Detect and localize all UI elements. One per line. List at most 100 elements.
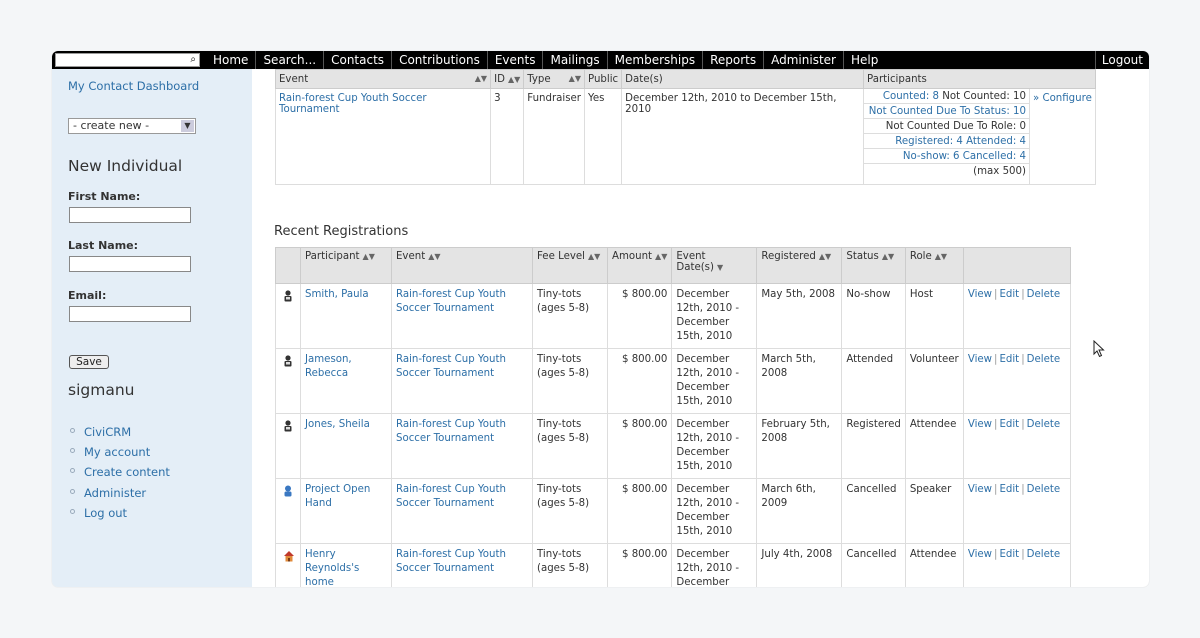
menu-home[interactable]: Home: [213, 53, 249, 67]
sort-icon: ▲▼: [818, 252, 832, 261]
fee-level-cell: Tiny-tots (ages 5-8): [532, 283, 608, 349]
event-dates-cell: December 12th, 2010 - December 15th, 201…: [671, 413, 758, 479]
email-field[interactable]: [69, 306, 191, 322]
menu-memberships[interactable]: Memberships: [606, 51, 702, 69]
menu-mailings[interactable]: Mailings: [542, 51, 606, 69]
registered-cell: March 5th, 2008: [756, 348, 843, 414]
individual-icon[interactable]: [283, 355, 293, 367]
user-link-label: Administer: [84, 485, 147, 500]
sort-icon: ▲▼: [934, 252, 948, 261]
menu-administer[interactable]: Administer: [763, 51, 843, 69]
user-link-my-account[interactable]: My account: [70, 445, 170, 465]
household-icon[interactable]: [283, 550, 294, 562]
col-id[interactable]: ID ▲▼: [490, 69, 525, 89]
delete-link[interactable]: Delete: [1026, 549, 1061, 560]
counted-link[interactable]: Counted: 8: [882, 91, 940, 102]
participant-link[interactable]: Project Open Hand: [305, 484, 371, 509]
user-link-label: Create content: [84, 465, 170, 480]
separator: |: [1021, 549, 1025, 560]
menu-events[interactable]: Events: [486, 51, 543, 69]
col-status[interactable]: Status ▲▼: [841, 247, 906, 284]
event-link[interactable]: Rain-forest Cup Youth Soccer Tournament: [396, 354, 506, 379]
edit-link[interactable]: Edit: [999, 289, 1020, 300]
event-link[interactable]: Rain-forest Cup Youth Soccer Tournament: [396, 484, 506, 509]
menu-help[interactable]: Help: [842, 51, 885, 69]
participant-cell: Henry Reynolds's home: [300, 543, 392, 587]
event-link[interactable]: Rain-forest Cup Youth Soccer Tournament: [396, 419, 506, 444]
event-link[interactable]: Rain-forest Cup Youth Soccer Tournament: [396, 549, 506, 574]
col-role[interactable]: Role ▲▼: [904, 247, 964, 284]
col-registered[interactable]: Registered ▲▼: [756, 247, 843, 284]
delete-link[interactable]: Delete: [1026, 419, 1061, 430]
delete-link[interactable]: Delete: [1026, 484, 1061, 495]
delete-link[interactable]: Delete: [1026, 354, 1061, 365]
organization-icon[interactable]: [283, 485, 293, 497]
participant-link[interactable]: Henry Reynolds's home: [305, 549, 360, 587]
participant-link[interactable]: Jones, Sheila: [305, 419, 370, 430]
event-link[interactable]: Rain-forest Cup Youth Soccer Tournament: [396, 289, 506, 314]
participant-link[interactable]: Smith, Paula: [305, 289, 369, 300]
top-menu-bar: ⌕ Home Search... Contacts Contributions …: [52, 51, 1149, 69]
menu-contributions[interactable]: Contributions: [391, 51, 487, 69]
not-counted-status-link[interactable]: Not Counted Due To Status: 10: [868, 106, 1026, 117]
edit-link[interactable]: Edit: [999, 354, 1020, 365]
user-link-create-content[interactable]: Create content: [70, 465, 170, 485]
sort-desc-icon: ▼: [716, 263, 724, 272]
view-link[interactable]: View: [967, 354, 993, 365]
first-name-field[interactable]: [69, 207, 191, 223]
edit-link[interactable]: Edit: [999, 484, 1020, 495]
delete-link[interactable]: Delete: [1026, 289, 1061, 300]
last-name-label: Last Name:: [68, 239, 139, 252]
view-link[interactable]: View: [967, 289, 993, 300]
event-summary-table: Event ▲▼ ID ▲▼ Type ▲▼ Public Date(s) Parti…: [274, 69, 1097, 185]
configure-link[interactable]: » Configure: [1032, 93, 1092, 104]
table-row: Jones, Sheila Rain-forest Cup Youth Socce…: [275, 413, 1072, 479]
edit-link[interactable]: Edit: [999, 549, 1020, 560]
contact-dashboard-link[interactable]: My Contact Dashboard: [68, 79, 200, 93]
registered-cell: March 6th, 2009: [756, 478, 843, 544]
logout-link[interactable]: Logout: [1094, 51, 1149, 69]
not-counted-status-row: Not Counted Due To Status: 10: [864, 104, 1029, 119]
contact-type-icon-cell: [275, 478, 301, 544]
view-link[interactable]: View: [967, 419, 993, 430]
col-amount[interactable]: Amount ▲▼: [606, 247, 673, 284]
create-new-select[interactable]: - create new - ▼: [68, 118, 196, 134]
col-fee-level[interactable]: Fee Level ▲▼: [532, 247, 608, 284]
edit-link[interactable]: Edit: [999, 419, 1020, 430]
user-link-log-out[interactable]: Log out: [70, 506, 170, 526]
view-link[interactable]: View: [967, 484, 993, 495]
recent-registrations-heading: Recent Registrations: [274, 224, 409, 239]
counted-row: Counted: 8 Not Counted: 10: [864, 89, 1029, 104]
menu-search[interactable]: Search...: [255, 51, 323, 69]
last-name-field[interactable]: [69, 256, 191, 272]
menu-contacts[interactable]: Contacts: [323, 51, 391, 69]
event-public: Yes: [583, 88, 623, 185]
noshow-cancelled-link[interactable]: No-show: 6 Cancelled: 4: [902, 151, 1026, 162]
magnifier-icon[interactable]: ⌕: [190, 54, 196, 65]
participant-link[interactable]: Jameson, Rebecca: [305, 354, 352, 379]
individual-icon[interactable]: [283, 420, 293, 432]
col-participant[interactable]: Participant ▲▼: [300, 247, 392, 284]
event-cell: Rain-forest Cup Youth Soccer Tournament: [391, 413, 533, 479]
save-button[interactable]: Save: [69, 355, 109, 369]
table-row: Smith, Paula Rain-forest Cup Youth Soccer…: [275, 283, 1072, 349]
registrations-body: Smith, Paula Rain-forest Cup Youth Soccer…: [275, 283, 1072, 587]
col-event[interactable]: Event ▲▼: [274, 69, 492, 89]
menu-reports[interactable]: Reports: [702, 51, 763, 69]
chevron-down-icon[interactable]: ▼: [181, 120, 194, 132]
quick-search-input[interactable]: ⌕: [55, 53, 200, 67]
event-title-link[interactable]: Rain-forest Cup Youth Soccer Tournament: [279, 93, 427, 115]
event-type: Fundraiser: [523, 88, 585, 185]
individual-icon[interactable]: [283, 290, 293, 302]
status-cell: No-show: [841, 283, 906, 349]
event-cell: Rain-forest Cup Youth Soccer Tournament: [391, 478, 533, 544]
user-link-civicrm[interactable]: CiviCRM: [70, 425, 170, 445]
not-counted-role-row: Not Counted Due To Role: 0: [864, 119, 1029, 134]
fee-level-cell: Tiny-tots (ages 5-8): [532, 348, 608, 414]
registered-attended-link[interactable]: Registered: 4 Attended: 4: [895, 136, 1026, 147]
view-link[interactable]: View: [967, 549, 993, 560]
user-link-administer[interactable]: Administer: [70, 486, 170, 506]
col-event[interactable]: Event ▲▼: [391, 247, 533, 284]
col-type[interactable]: Type ▲▼: [523, 69, 585, 89]
col-event-dates[interactable]: Event Date(s) ▼: [671, 247, 758, 284]
